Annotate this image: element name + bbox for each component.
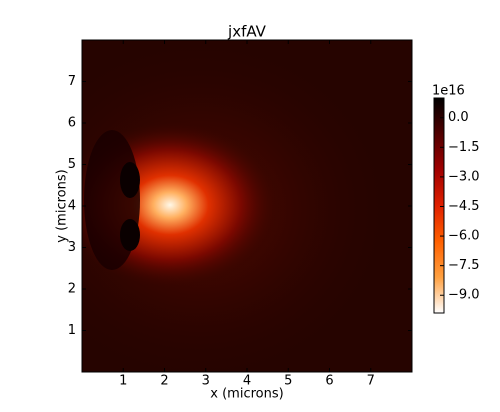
colorbar xyxy=(433,97,445,314)
colorbar-tick-label: 0.0 xyxy=(448,110,469,125)
colorbar-offset: 1e16 xyxy=(432,84,465,99)
y-axis-label: y (microns) xyxy=(55,169,70,242)
y-tick-label: 5 xyxy=(68,157,76,172)
colorbar-tick-label: −9.0 xyxy=(448,288,480,303)
x-tick-label: 2 xyxy=(160,374,168,389)
y-tick-label: 1 xyxy=(68,323,76,338)
colorbar-tick-label: −3.0 xyxy=(448,169,480,184)
colorbar-tick-label: −1.5 xyxy=(448,140,480,155)
x-tick-label: 3 xyxy=(202,374,210,389)
y-tick-label: 7 xyxy=(68,74,76,89)
y-tick-label: 3 xyxy=(68,240,76,255)
x-tick-label: 4 xyxy=(243,374,251,389)
colorbar-tick-label: −7.5 xyxy=(448,258,480,273)
x-tick-label: 6 xyxy=(325,374,333,389)
x-tick-label: 5 xyxy=(284,374,292,389)
colorbar-tick-label: −6.0 xyxy=(448,229,480,244)
heatmap-image xyxy=(82,40,412,372)
colorbar-tick-label: −4.5 xyxy=(448,199,480,214)
x-tick-label: 7 xyxy=(367,374,375,389)
x-axis-label: x (microns) xyxy=(210,387,283,402)
y-tick-label: 4 xyxy=(68,199,76,214)
x-tick-label: 1 xyxy=(119,374,127,389)
y-tick-label: 2 xyxy=(68,282,76,297)
y-tick-label: 6 xyxy=(68,116,76,131)
chart-title: jxfAV xyxy=(227,23,267,41)
